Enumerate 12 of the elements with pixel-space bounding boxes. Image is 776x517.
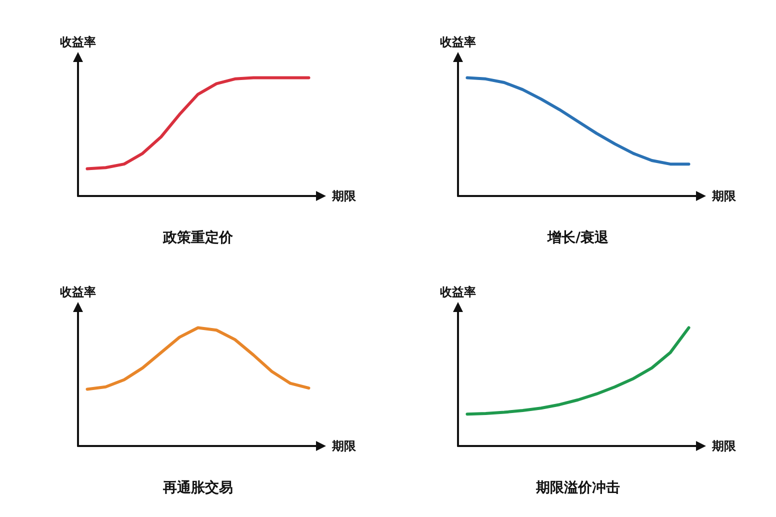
text: 政策重定价 (162, 229, 234, 246)
x-axis-title: 期限 (711, 439, 737, 453)
y-axis-title: 收益率 (60, 35, 96, 49)
x-axis-title: 期限 (331, 439, 357, 453)
text: 再通胀交易 (162, 479, 233, 496)
y-axis-title: 收益率 (60, 285, 96, 299)
y-axis-title: 收益率 (440, 35, 476, 49)
x-axis-title: 期限 (331, 189, 357, 203)
text: 增长/衰退 (546, 229, 610, 246)
y-axis-title: 收益率 (440, 285, 476, 299)
text: 期限溢价冲击 (535, 480, 620, 496)
x-axis-title: 期限 (711, 189, 737, 203)
